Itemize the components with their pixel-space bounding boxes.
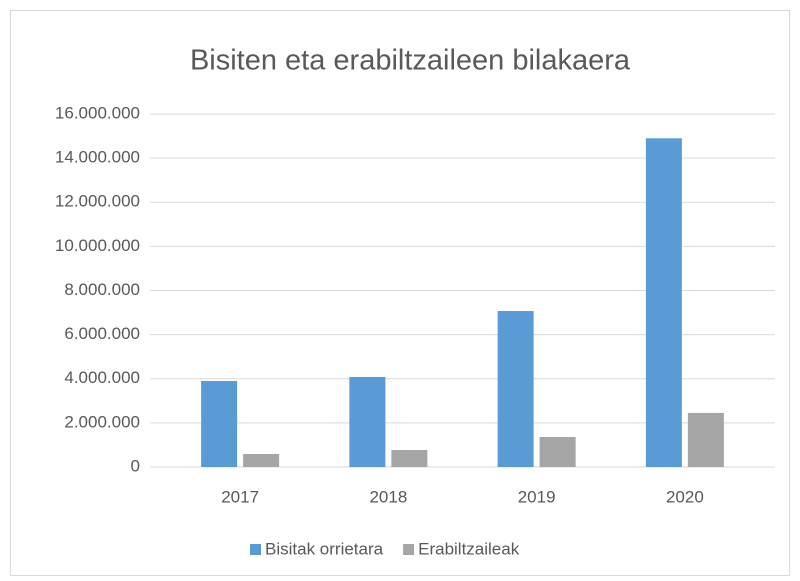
bar xyxy=(243,453,280,467)
x-tick-label: 2018 xyxy=(369,487,407,506)
y-tick-label: 16.000.000 xyxy=(55,103,140,122)
chart-title: Bisiten eta erabiltzaileen bilakaera xyxy=(190,45,631,77)
legend-label: Erabiltzaileak xyxy=(418,539,520,558)
bar xyxy=(201,380,238,467)
bar xyxy=(391,450,428,467)
bar xyxy=(539,436,576,467)
y-tick-label: 12.000.000 xyxy=(55,192,140,211)
y-tick-label: 10.000.000 xyxy=(55,236,140,255)
y-tick-label: 0 xyxy=(131,456,140,475)
y-tick-label: 2.000.000 xyxy=(64,412,140,431)
bar xyxy=(687,412,724,467)
bar xyxy=(349,376,386,467)
y-tick-label: 8.000.000 xyxy=(64,280,140,299)
legend-label: Bisitak orrietara xyxy=(265,539,384,558)
y-tick-label: 14.000.000 xyxy=(55,148,140,167)
bar xyxy=(645,138,682,468)
y-tick-label: 4.000.000 xyxy=(64,368,140,387)
bar xyxy=(497,311,534,467)
x-tick-label: 2020 xyxy=(666,487,704,506)
x-tick-label: 2019 xyxy=(518,487,556,506)
y-tick-label: 6.000.000 xyxy=(64,324,140,343)
legend-swatch xyxy=(250,544,261,555)
x-tick-label: 2017 xyxy=(221,487,259,506)
legend-swatch xyxy=(403,544,415,555)
